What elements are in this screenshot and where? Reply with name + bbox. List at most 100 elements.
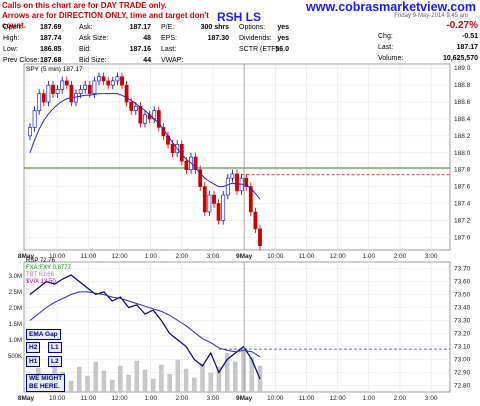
rsp-x-tick-label: 2:00 <box>175 395 188 402</box>
price-x-tick-label: 9May <box>236 253 253 260</box>
volume-tick-label: 500K <box>8 354 22 360</box>
h2-label: H2 <box>26 342 41 353</box>
volume-bar <box>216 366 222 393</box>
rsp-x-tick-label: 11:00 <box>80 395 96 402</box>
volume-bar <box>233 361 238 393</box>
dividends-value: yes <box>277 35 289 42</box>
price-candle-body <box>207 194 212 213</box>
price-candle-body <box>202 186 207 213</box>
price-y-tick-label: 187.0 <box>454 234 471 241</box>
price-candle-body <box>74 93 78 103</box>
price-candle-body <box>51 84 55 94</box>
last-2-label: Last: <box>378 44 394 51</box>
price-candle-body <box>28 127 32 137</box>
price-candle-body <box>46 84 51 103</box>
volume-bar <box>134 360 139 393</box>
volume-tick-label: 2.0M <box>9 306 22 312</box>
price-x-tick-label: 12:00 <box>329 253 346 260</box>
volume-bar <box>167 373 172 393</box>
volume-bar <box>192 377 197 393</box>
price-candle-body <box>69 84 74 103</box>
price-x-tick-label: 1:00 <box>362 253 375 260</box>
rsp-x-tick-label: 8May <box>18 395 35 402</box>
volume-bar <box>151 378 156 393</box>
price-y-tick-label: 187.2 <box>454 217 471 224</box>
sctr-label: SCTR (ETF): <box>239 46 280 53</box>
price-y-tick-label: 188.2 <box>454 133 471 140</box>
price-y-tick-label: 188.0 <box>454 150 471 157</box>
we-might-note: WE MIGHT BE HERE. <box>26 374 66 392</box>
ticker-symbol: RSH LS <box>217 10 262 24</box>
price-candle-body <box>138 105 143 124</box>
price-candle-body <box>221 194 226 221</box>
eps-label: EPS: <box>161 35 177 42</box>
website-link[interactable]: www.cobrasmarketview.com <box>304 0 478 14</box>
volume-bar <box>126 374 131 393</box>
l2-label: L2 <box>48 356 62 367</box>
price-candle-body <box>248 186 253 213</box>
low-value: 186.85 <box>40 46 62 53</box>
rsp-y-tick-label: 73.10 <box>454 344 471 351</box>
volume-bar <box>224 352 230 393</box>
open-value: 187.69 <box>40 24 62 31</box>
rsp-x-tick-label: 1:00 <box>144 395 157 402</box>
volume-bar <box>183 368 189 393</box>
rsp-y-tick-label: 73.40 <box>454 305 471 312</box>
high-label: High: <box>3 35 20 42</box>
high-value: 187.74 <box>40 35 62 42</box>
rsp-y-tick-label: 73.50 <box>454 292 471 299</box>
volume-bar <box>241 347 246 393</box>
volume-tick-label: 2.5M <box>9 290 22 296</box>
prev-close-value: 187.68 <box>40 57 62 64</box>
price-x-tick-label: 1:00 <box>144 253 157 260</box>
bid-size-label: Bid Size: <box>79 57 107 64</box>
price-candle-body <box>258 228 262 247</box>
volume-bar <box>93 361 98 393</box>
price-candle-body <box>55 89 60 94</box>
sctr-value: 56.0 <box>275 46 289 53</box>
options-value: yes <box>277 24 289 31</box>
price-candle-body <box>115 76 120 82</box>
rsp-y-tick-label: 72.80 <box>454 383 471 390</box>
volume-bar <box>208 372 213 393</box>
price-x-tick-label: 2:00 <box>394 253 407 260</box>
rsp-x-tick-label: 10:00 <box>267 395 284 402</box>
price-candle-body <box>193 156 198 170</box>
quote-panel: Open: High: Low: Prev Close: 187.69 187.… <box>3 20 480 64</box>
h1-label: H1 <box>26 356 41 367</box>
rsp-y-tick-label: 73.70 <box>454 266 471 273</box>
rsp-x-tick-label: 10:00 <box>49 395 66 402</box>
bid-size-value: 44 <box>143 57 151 64</box>
bid-label: Bid: <box>79 46 92 53</box>
price-y-tick-label: 188.4 <box>454 116 471 123</box>
bottom-legend: RSP 72.76 FXA:FXY 0.8777 TBT 63.66 $VIX … <box>26 258 71 286</box>
price-candle-body <box>78 89 83 94</box>
disclaimer-line-1: Calls on this chart are for DAY TRADE on… <box>2 1 167 10</box>
price-y-tick-label: 188.8 <box>454 82 471 89</box>
volume-bar <box>142 369 148 393</box>
price-x-tick-label: 11:00 <box>299 253 315 260</box>
price-candle-body <box>60 80 65 90</box>
price-candle-body <box>230 173 235 179</box>
price-candle-body <box>41 93 46 103</box>
price-x-tick-label: 8May <box>18 253 35 260</box>
price-candle-body <box>83 84 88 90</box>
price-candle-body <box>92 80 97 94</box>
rsp-y-tick-label: 73.30 <box>454 318 471 325</box>
price-y-tick-label: 189.0 <box>454 65 471 72</box>
price-candle-body <box>184 160 189 170</box>
open-label: Open: <box>3 24 23 31</box>
rsp-y-tick-label: 73.00 <box>454 357 471 364</box>
volume-bar <box>109 379 115 393</box>
price-candle-body <box>64 80 69 86</box>
price-y-tick-label: 187.8 <box>454 167 471 174</box>
volume-label: Volume: <box>378 55 404 62</box>
volume-tick-label: 1.5M <box>9 322 22 328</box>
rsp-ema-line <box>29 291 261 358</box>
volume-tick-label: 1.0M <box>9 338 22 344</box>
price-candle-body <box>156 110 161 128</box>
price-y-tick-label: 187.6 <box>454 184 471 191</box>
price-x-tick-label: 3:00 <box>207 253 220 260</box>
price-chart: 8May 10:00 11:00 12:00 1:00 2:00 3:00 9May 10:00… <box>18 63 471 260</box>
volume-bar <box>85 375 90 393</box>
